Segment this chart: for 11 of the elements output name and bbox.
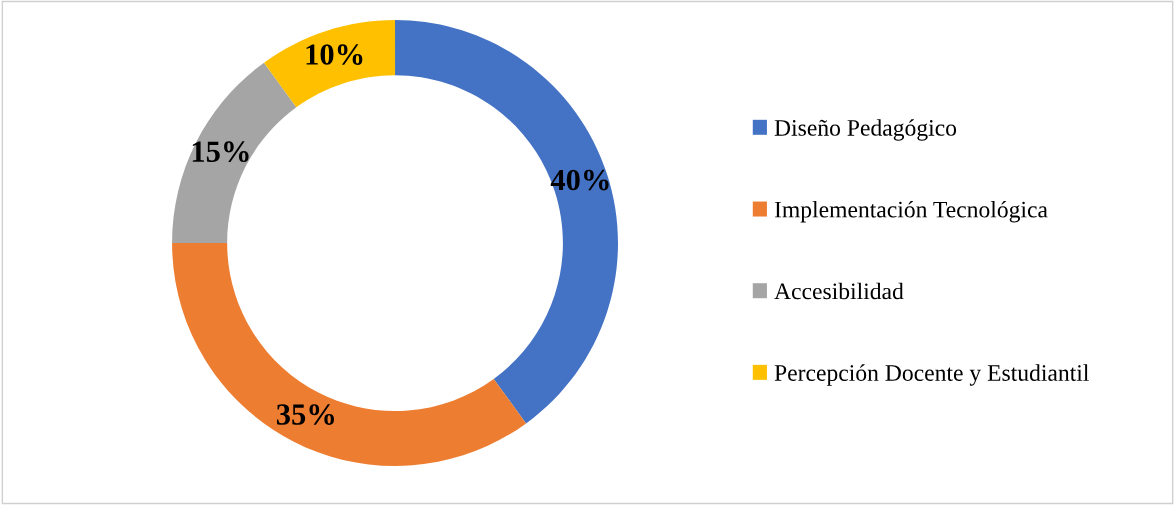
donut-slice [172, 243, 527, 466]
data-label: 35% [276, 404, 335, 425]
donut-slice [395, 20, 618, 424]
data-label: 10% [306, 44, 363, 65]
legend-label: Diseño Pedagógico [774, 119, 957, 141]
legend-label: Percepción Docente y Estudiantil [774, 364, 1089, 386]
legend-label: Implementación Tecnológica [774, 200, 1048, 223]
donut-slice [172, 62, 297, 244]
legend-label: Accesibilidad [774, 282, 904, 300]
data-label: 15% [192, 141, 249, 163]
donut-slice [263, 20, 396, 108]
